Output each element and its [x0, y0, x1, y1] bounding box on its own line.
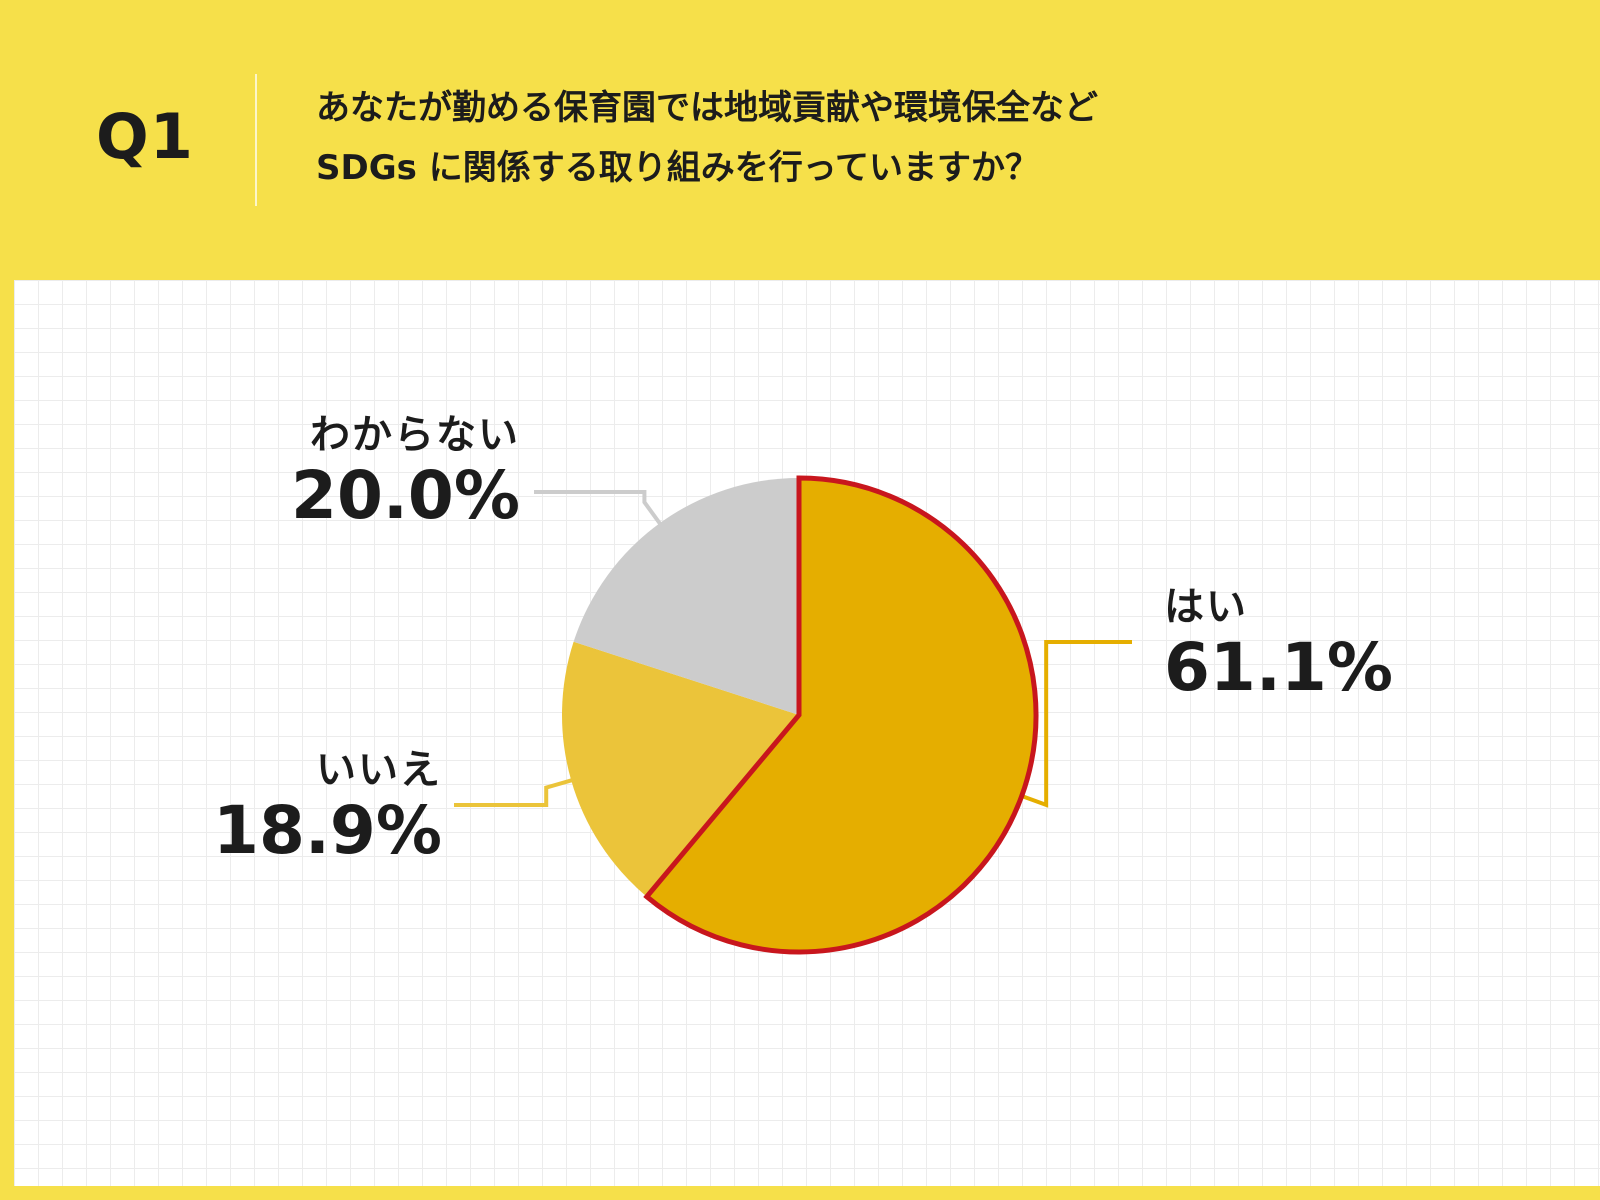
question-line-2: SDGs に関係する取り組みを行っていますか？ [316, 148, 1039, 188]
chart-panel: はい 61.1% いいえ 18.9% わからない 20.0% [14, 280, 1600, 1186]
question-number: Q1 [96, 100, 194, 173]
leader-line-yes [1017, 640, 1132, 808]
slice-unknown [573, 478, 799, 715]
slice-percent-no: 18.9% [213, 792, 442, 869]
slice-percent-yes: 61.1% [1164, 629, 1393, 706]
pie-chart [454, 475, 1132, 955]
header-divider [255, 74, 257, 206]
slice-name-yes: はい [1164, 584, 1248, 630]
slice-name-no: いいえ [316, 747, 442, 793]
slice-name-unknown: わからない [310, 412, 520, 458]
leader-line-no [454, 777, 576, 807]
slice-label-no: いいえ 18.9% [194, 745, 442, 867]
question-line-1: あなたが勤める保育園では地域貢献や環境保全など [316, 88, 1098, 128]
slice-label-unknown: わからない 20.0% [244, 410, 520, 532]
slice-yes [643, 475, 1039, 955]
slice-label-yes: はい 61.1% [1164, 582, 1393, 704]
slice-percent-unknown: 20.0% [291, 457, 520, 534]
question-text: あなたが勤める保育園では地域貢献や環境保全など SDGs に関係する取り組みを行… [316, 78, 1316, 198]
leader-line-unknown [534, 490, 664, 528]
slice-no [562, 641, 799, 897]
header: Q1 あなたが勤める保育園では地域貢献や環境保全など SDGs に関係する取り組… [0, 0, 1600, 280]
